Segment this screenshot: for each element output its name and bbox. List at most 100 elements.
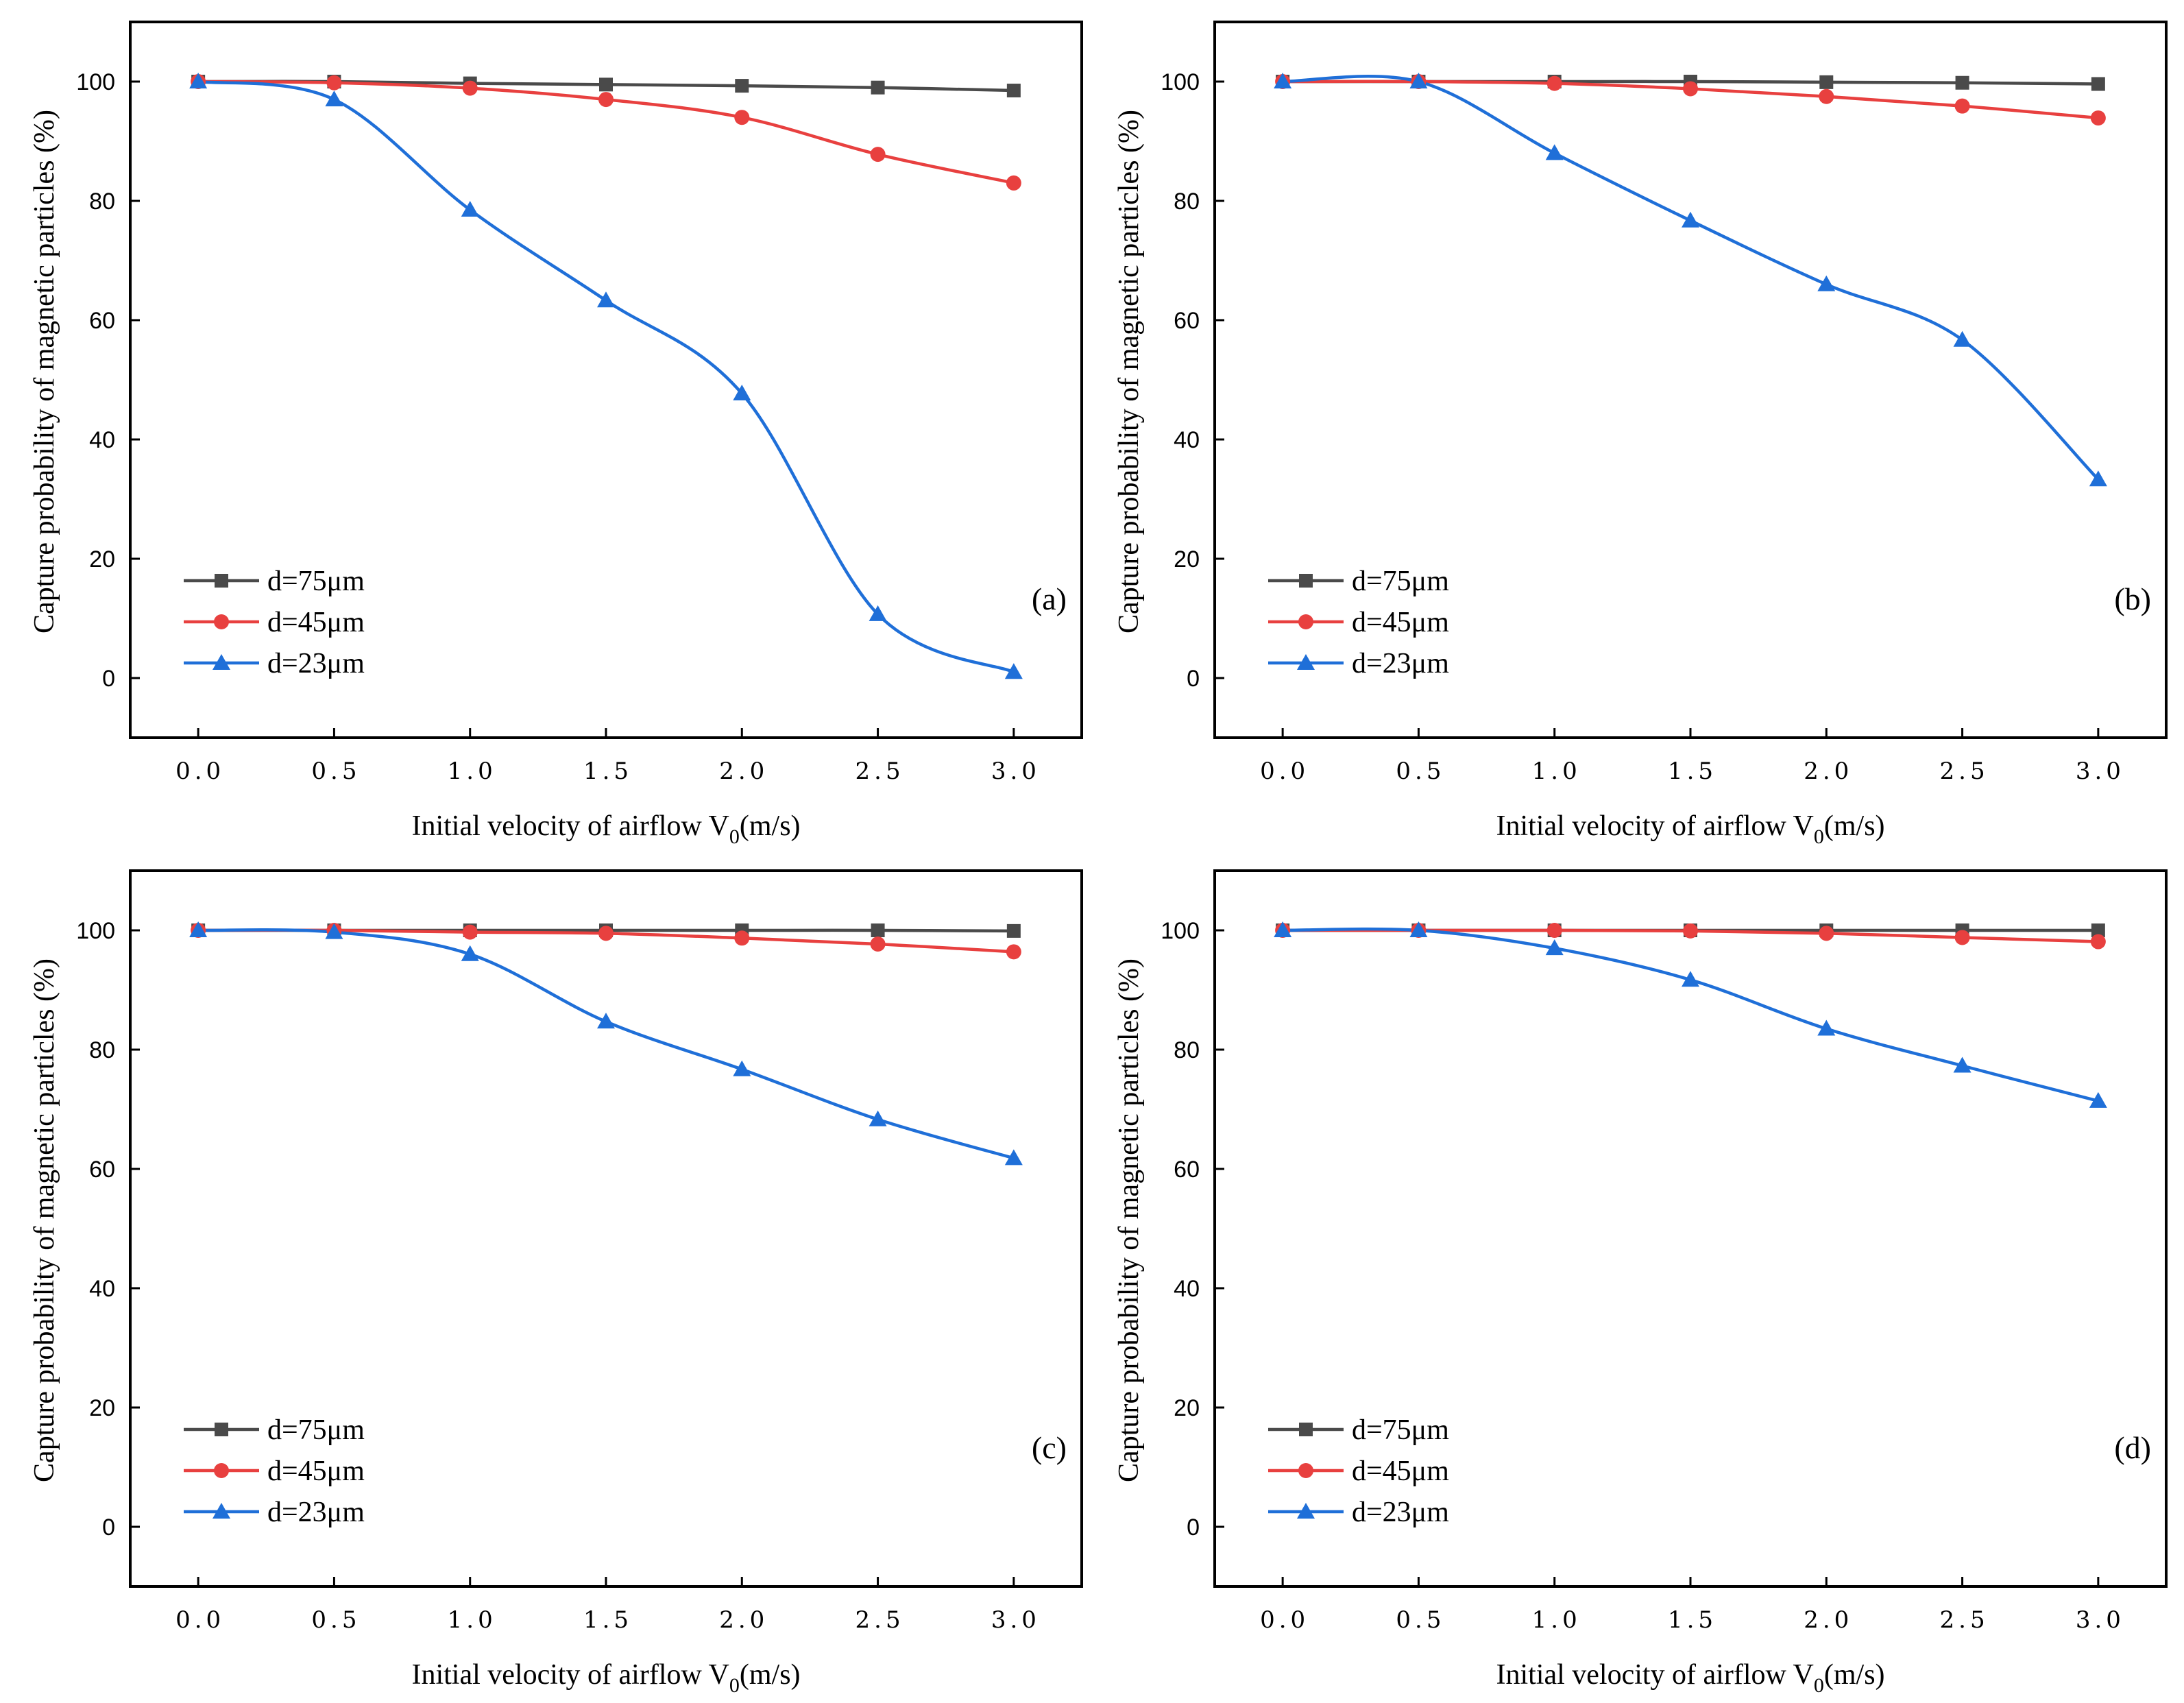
- data-point-triangle: [1545, 144, 1564, 160]
- x-tick-label: 2.5: [1940, 758, 1989, 785]
- y-tick-label: 80: [1174, 189, 1200, 215]
- y-tick-label: 60: [89, 308, 115, 334]
- y-tick-label: 100: [76, 918, 115, 944]
- x-tick-label: 2.5: [856, 758, 905, 785]
- x-tick-label: 1.5: [1668, 758, 1717, 785]
- panel-2: 0.0 0.5 1.0 1.5 2.0 2.5 3.0 0 20 40 60 80 100 Initial…: [1113, 21, 2168, 848]
- x-tick-label: 3.0: [2076, 758, 2125, 785]
- data-point-circle: [1819, 926, 1834, 941]
- x-axis-label: Initial velocity of airflow V0(m/s): [411, 1659, 800, 1697]
- data-point-triangle: [1817, 1019, 1836, 1036]
- data-point-triangle: [189, 73, 208, 88]
- x-tick-label: 3.0: [991, 758, 1041, 785]
- x-tick-label: 0.0: [175, 758, 225, 785]
- data-point-triangle: [1004, 1149, 1023, 1165]
- y-tick-label: 80: [89, 189, 115, 215]
- data-point-triangle: [1953, 1056, 1971, 1073]
- series-line-triangle: [1283, 927, 2099, 1102]
- data-point-triangle: [1274, 73, 1292, 88]
- x-tick-label: 3.0: [2076, 1606, 2125, 1634]
- data-point-triangle: [1004, 663, 1023, 679]
- y-tick-label: 40: [89, 427, 115, 453]
- x-tick-label: 1.5: [583, 758, 633, 785]
- data-point-triangle: [1817, 275, 1836, 291]
- y-tick-label: 20: [89, 546, 115, 572]
- x-tick-label: 1.0: [448, 1606, 497, 1634]
- y-axis-label: Capture probability of magnetic particle…: [1113, 958, 1145, 1482]
- legend-label: d=45μm: [267, 607, 365, 638]
- data-point-circle: [1006, 175, 1021, 191]
- x-tick-label: 1.5: [1668, 1606, 1717, 1634]
- y-tick-label: 40: [1174, 1276, 1200, 1302]
- data-point-triangle: [597, 291, 615, 308]
- data-point-circle: [1954, 98, 1970, 114]
- y-tick-label: 0: [1187, 1514, 1200, 1541]
- data-point-triangle: [869, 605, 887, 621]
- series-line-triangle: [1283, 75, 2100, 481]
- x-tick-label: 1.0: [448, 758, 497, 785]
- data-point-circle: [870, 937, 886, 952]
- data-point-circle: [2090, 110, 2106, 126]
- data-point-triangle: [325, 90, 343, 107]
- data-point-triangle: [2089, 1091, 2107, 1108]
- y-tick-label: 0: [1187, 666, 1200, 692]
- x-tick-label: 2.0: [719, 758, 768, 785]
- y-axis-label: Capture probability of magnetic particle…: [29, 110, 60, 633]
- data-point-circle: [870, 147, 886, 162]
- legend-marker-triangle: [1297, 1503, 1315, 1519]
- legend-marker-square: [215, 1423, 228, 1436]
- data-point-triangle: [733, 1060, 751, 1076]
- legend-label: d=45μm: [267, 1456, 365, 1487]
- x-tick-label: 0.0: [1260, 758, 1309, 785]
- y-tick-label: 40: [1174, 427, 1200, 453]
- data-point-square: [599, 77, 613, 92]
- y-tick-label: 20: [1174, 1395, 1200, 1421]
- panel-1: 0.0 0.5 1.0 1.5 2.0 2.5 3.0 0 20 40 60 80 100 Initial…: [29, 21, 1083, 848]
- data-point-square: [871, 80, 885, 95]
- legend-label: d=75μm: [1352, 566, 1449, 597]
- legend-label: d=23μm: [1352, 1497, 1449, 1528]
- data-point-triangle: [2089, 470, 2107, 487]
- data-point-circle: [734, 110, 750, 125]
- legend-label: d=75μm: [267, 1414, 365, 1446]
- x-tick-label: 0.0: [1260, 1606, 1309, 1634]
- legend-marker-circle: [1298, 614, 1313, 629]
- x-tick-label: 1.0: [1532, 1606, 1581, 1634]
- x-tick-label: 1.5: [583, 1606, 633, 1634]
- x-tick-label: 2.0: [719, 1606, 768, 1634]
- panel-3: 0.0 0.5 1.0 1.5 2.0 2.5 3.0 0 20 40 60 80 100 Initial…: [29, 869, 1083, 1697]
- panel-label: (c): [1032, 1430, 1067, 1465]
- legend-label: d=75μm: [267, 566, 365, 597]
- y-axis-label: Capture probability of magnetic particle…: [29, 958, 60, 1482]
- data-point-triangle: [869, 1110, 887, 1126]
- data-point-square: [2091, 923, 2105, 937]
- y-tick-label: 20: [89, 1395, 115, 1421]
- y-tick-label: 80: [89, 1037, 115, 1063]
- data-point-triangle: [1409, 73, 1428, 88]
- data-point-circle: [1546, 923, 1562, 938]
- legend-marker-square: [1299, 1423, 1313, 1436]
- y-tick-label: 20: [1174, 546, 1200, 572]
- data-point-circle: [734, 930, 750, 946]
- x-tick-label: 0.5: [311, 758, 361, 785]
- panel-label: (b): [2114, 581, 2151, 616]
- data-point-triangle: [325, 923, 343, 939]
- data-point-circle: [598, 92, 614, 108]
- y-tick-label: 80: [1174, 1037, 1200, 1063]
- data-point-triangle: [1274, 921, 1292, 937]
- x-axis-label: Initial velocity of airflow V0(m/s): [1496, 810, 1884, 848]
- x-tick-label: 1.0: [1532, 758, 1581, 785]
- y-tick-label: 60: [1174, 308, 1200, 334]
- data-point-square: [2091, 77, 2105, 91]
- x-tick-label: 2.0: [1804, 1606, 1853, 1634]
- data-point-circle: [1954, 930, 1970, 945]
- legend-marker-square: [215, 574, 228, 588]
- y-tick-label: 60: [89, 1157, 115, 1183]
- data-point-circle: [1006, 944, 1021, 960]
- panel-label: (d): [2114, 1430, 2151, 1465]
- legend-marker-circle: [214, 614, 229, 629]
- legend-label: d=45μm: [1352, 607, 1449, 638]
- y-tick-label: 100: [1161, 69, 1200, 95]
- data-point-triangle: [1682, 971, 1699, 987]
- data-point-circle: [1683, 81, 1698, 97]
